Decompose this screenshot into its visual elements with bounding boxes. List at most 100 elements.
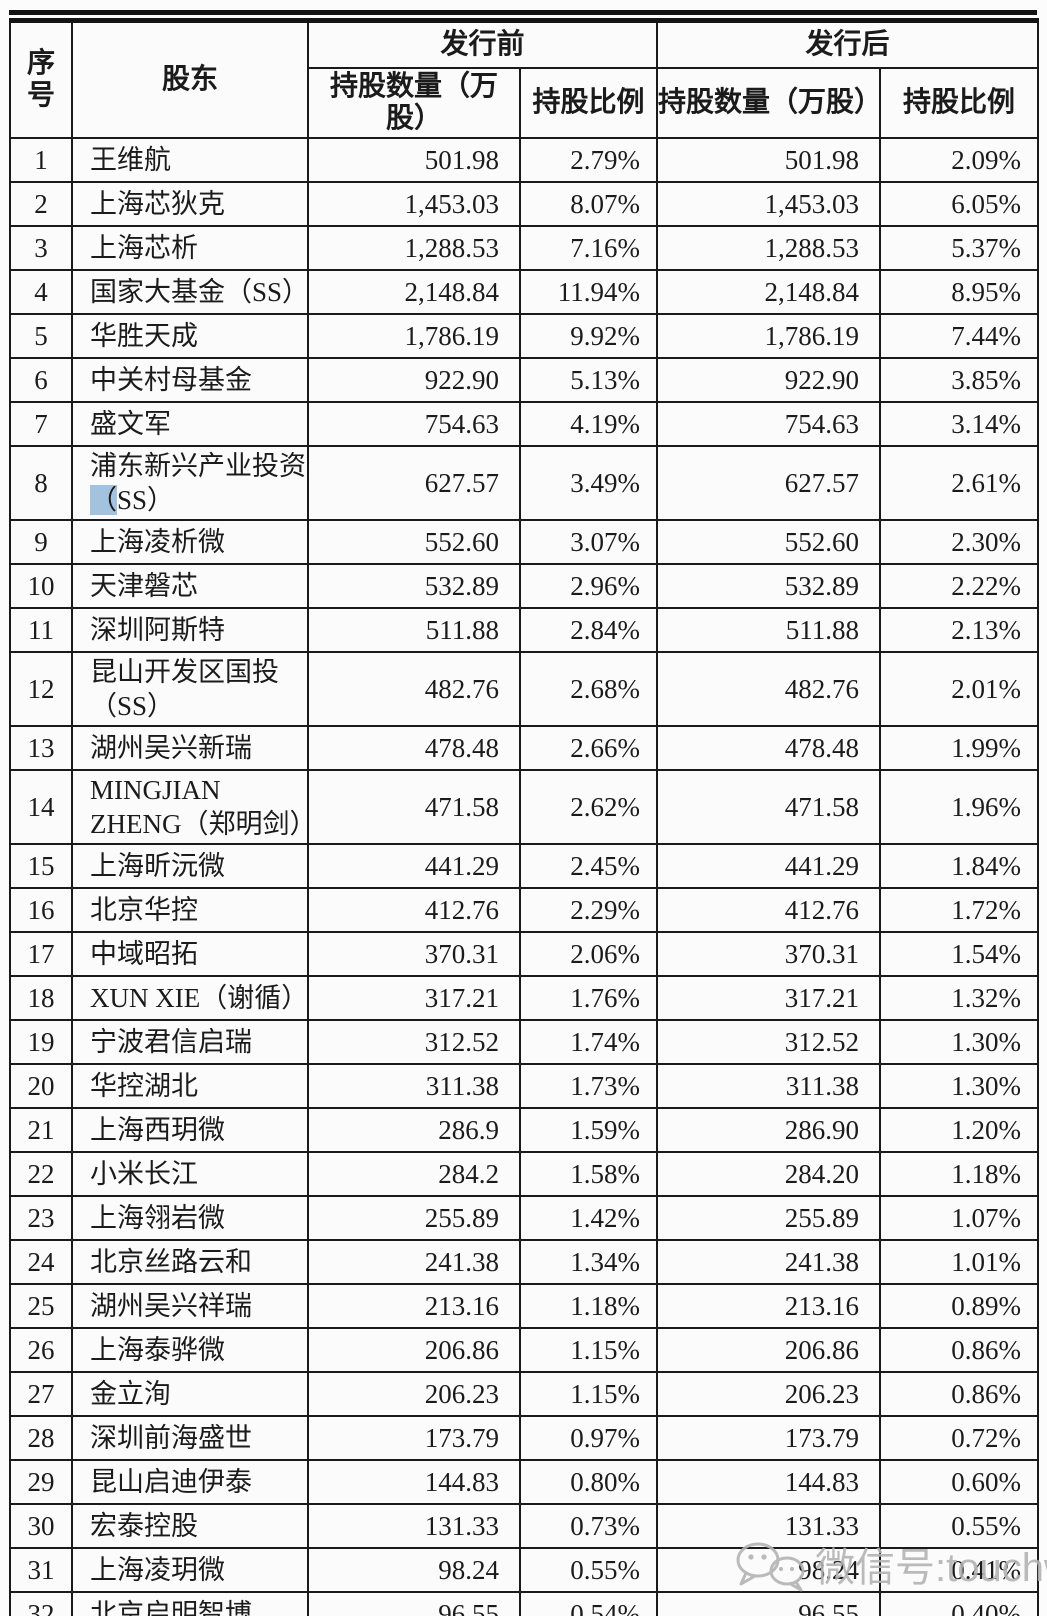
cell-ratio-after: 0.72% bbox=[879, 1415, 1040, 1461]
cell-qty-before: 311.38 bbox=[307, 1063, 521, 1109]
cell-ratio-before: 1.42% bbox=[518, 1195, 659, 1241]
table-body: 1 王维航 501.98 2.79% 501.98 2.09% 2 上海芯狄克 … bbox=[9, 137, 1040, 1616]
cell-ratio-after: 1.01% bbox=[879, 1239, 1040, 1285]
cell-seq: 21 bbox=[9, 1107, 73, 1153]
cell-qty-after: 312.52 bbox=[656, 1019, 882, 1065]
cell-qty-after: 754.63 bbox=[656, 401, 882, 447]
cell-qty-before: 552.60 bbox=[307, 519, 521, 565]
cell-shareholder: 天津磐芯 bbox=[71, 563, 309, 609]
cell-ratio-after: 1.32% bbox=[879, 975, 1040, 1021]
cell-ratio-before: 3.07% bbox=[518, 519, 659, 565]
cell-qty-before: 131.33 bbox=[307, 1503, 521, 1549]
cell-qty-after: 370.31 bbox=[656, 931, 882, 977]
cell-ratio-before: 1.58% bbox=[518, 1151, 659, 1197]
cell-qty-before: 627.57 bbox=[307, 445, 521, 521]
cell-qty-before: 1,786.19 bbox=[307, 313, 521, 359]
cell-shareholder: 上海翎岩微 bbox=[71, 1195, 309, 1241]
cell-shareholder: 盛文军 bbox=[71, 401, 309, 447]
cell-ratio-before: 0.97% bbox=[518, 1415, 659, 1461]
cell-ratio-after: 5.37% bbox=[879, 225, 1040, 271]
cell-ratio-after: 0.86% bbox=[879, 1371, 1040, 1417]
table-row: 32 北京启明智博 96.55 0.54% 96.55 0.40% bbox=[9, 1591, 1040, 1616]
cell-ratio-before: 5.13% bbox=[518, 357, 659, 403]
cell-qty-after: 2,148.84 bbox=[656, 269, 882, 315]
cell-qty-after: 213.16 bbox=[656, 1283, 882, 1329]
cell-shareholder: 华控湖北 bbox=[71, 1063, 309, 1109]
cell-seq: 15 bbox=[9, 843, 73, 889]
cell-ratio-after: 1.18% bbox=[879, 1151, 1040, 1197]
cell-seq: 17 bbox=[9, 931, 73, 977]
cell-ratio-before: 2.62% bbox=[518, 769, 659, 845]
header-seq-line1: 序 bbox=[26, 48, 55, 79]
table-row: 26 上海泰骅微 206.86 1.15% 206.86 0.86% bbox=[9, 1327, 1040, 1373]
cell-ratio-after: 1.07% bbox=[879, 1195, 1040, 1241]
cell-qty-after: 922.90 bbox=[656, 357, 882, 403]
cell-qty-after: 206.23 bbox=[656, 1371, 882, 1417]
cell-ratio-before: 0.73% bbox=[518, 1503, 659, 1549]
cell-qty-before: 478.48 bbox=[307, 725, 521, 771]
cell-ratio-before: 2.45% bbox=[518, 843, 659, 889]
table-row: 8 浦东新兴产业投资 （SS） 627.57 3.49% 627.57 2.61… bbox=[9, 445, 1040, 521]
header-group-after: 发行后 bbox=[656, 19, 1040, 69]
cell-qty-before: 501.98 bbox=[307, 137, 521, 183]
cell-ratio-after: 0.40% bbox=[879, 1591, 1040, 1616]
cell-ratio-after: 1.54% bbox=[879, 931, 1040, 977]
cell-seq: 8 bbox=[9, 445, 73, 521]
cell-shareholder: 上海西玥微 bbox=[71, 1107, 309, 1153]
cell-qty-before: 317.21 bbox=[307, 975, 521, 1021]
cell-qty-after: 627.57 bbox=[656, 445, 882, 521]
table-row: 12 昆山开发区国投 （SS） 482.76 2.68% 482.76 2.01… bbox=[9, 651, 1040, 727]
table-row: 18 XUN XIE（谢循） 317.21 1.76% 317.21 1.32% bbox=[9, 975, 1040, 1021]
cell-qty-after: 501.98 bbox=[656, 137, 882, 183]
table-row: 13 湖州吴兴新瑞 478.48 2.66% 478.48 1.99% bbox=[9, 725, 1040, 771]
header-ratio-before: 持股比例 bbox=[518, 67, 659, 139]
cell-shareholder: 北京华控 bbox=[71, 887, 309, 933]
cell-shareholder: 金立洵 bbox=[71, 1371, 309, 1417]
cell-ratio-after: 0.86% bbox=[879, 1327, 1040, 1373]
cell-qty-after: 311.38 bbox=[656, 1063, 882, 1109]
cell-shareholder: 湖州吴兴新瑞 bbox=[71, 725, 309, 771]
cell-seq: 30 bbox=[9, 1503, 73, 1549]
cell-qty-after: 471.58 bbox=[656, 769, 882, 845]
shareholder-table-grid: 序号 股东 发行前 发行后 持股数量（万股） 持股比例 持股数量（万股） 持股比… bbox=[9, 18, 1040, 1616]
table-row: 7 盛文军 754.63 4.19% 754.63 3.14% bbox=[9, 401, 1040, 447]
cell-qty-before: 255.89 bbox=[307, 1195, 521, 1241]
cell-ratio-after: 7.44% bbox=[879, 313, 1040, 359]
cell-ratio-before: 0.54% bbox=[518, 1591, 659, 1616]
cell-qty-after: 478.48 bbox=[656, 725, 882, 771]
cell-qty-after: 441.29 bbox=[656, 843, 882, 889]
cell-ratio-after: 3.85% bbox=[879, 357, 1040, 403]
table-row: 4 国家大基金（SS） 2,148.84 11.94% 2,148.84 8.9… bbox=[9, 269, 1040, 315]
cell-seq: 12 bbox=[9, 651, 73, 727]
table-row: 3 上海芯析 1,288.53 7.16% 1,288.53 5.37% bbox=[9, 225, 1040, 271]
cell-shareholder: 上海芯析 bbox=[71, 225, 309, 271]
table-row: 30 宏泰控股 131.33 0.73% 131.33 0.55% bbox=[9, 1503, 1040, 1549]
cell-ratio-after: 1.84% bbox=[879, 843, 1040, 889]
cell-qty-before: 532.89 bbox=[307, 563, 521, 609]
cell-shareholder: 北京丝路云和 bbox=[71, 1239, 309, 1285]
cell-seq: 11 bbox=[9, 607, 73, 653]
cell-qty-before: 1,453.03 bbox=[307, 181, 521, 227]
cell-ratio-before: 1.34% bbox=[518, 1239, 659, 1285]
cell-ratio-after: 2.09% bbox=[879, 137, 1040, 183]
cell-qty-after: 144.83 bbox=[656, 1459, 882, 1505]
cell-seq: 7 bbox=[9, 401, 73, 447]
cell-qty-before: 2,148.84 bbox=[307, 269, 521, 315]
cell-ratio-after: 2.30% bbox=[879, 519, 1040, 565]
cell-seq: 10 bbox=[9, 563, 73, 609]
cell-ratio-before: 4.19% bbox=[518, 401, 659, 447]
cell-qty-before: 441.29 bbox=[307, 843, 521, 889]
cell-qty-after: 131.33 bbox=[656, 1503, 882, 1549]
cell-ratio-before: 1.59% bbox=[518, 1107, 659, 1153]
cell-ratio-after: 1.30% bbox=[879, 1063, 1040, 1109]
cell-qty-after: 284.20 bbox=[656, 1151, 882, 1197]
cell-shareholder: 昆山开发区国投 （SS） bbox=[71, 651, 309, 727]
cell-qty-after: 173.79 bbox=[656, 1415, 882, 1461]
cell-qty-after: 255.89 bbox=[656, 1195, 882, 1241]
cell-qty-before: 173.79 bbox=[307, 1415, 521, 1461]
cell-ratio-before: 8.07% bbox=[518, 181, 659, 227]
cell-ratio-before: 2.84% bbox=[518, 607, 659, 653]
cell-qty-before: 96.55 bbox=[307, 1591, 521, 1616]
cell-ratio-after: 0.41% bbox=[879, 1547, 1040, 1593]
cell-ratio-after: 6.05% bbox=[879, 181, 1040, 227]
